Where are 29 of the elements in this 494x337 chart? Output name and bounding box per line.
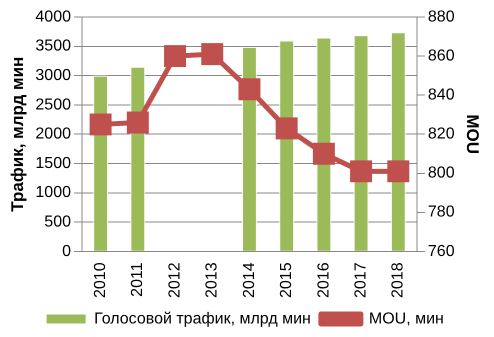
x-tick-label: 2012 (166, 262, 184, 298)
x-tick-label: 2013 (204, 262, 221, 298)
y-tick-label: 1500 (35, 154, 72, 172)
y-tick-label: 2500 (35, 96, 72, 114)
legend-label: MOU, мин (368, 310, 444, 328)
y2-tick-label: 880 (428, 8, 455, 26)
y2-tick-label: 820 (428, 126, 455, 143)
y2-tick-label: 800 (428, 164, 455, 182)
x-tick-label: 2010 (92, 262, 110, 298)
x-tick-label: 2018 (390, 262, 407, 298)
y2-tick-label: 760 (428, 242, 455, 260)
y-axis-title: Трафик, млрд мин (8, 56, 27, 212)
y-tick-label: 2000 (35, 126, 72, 143)
y-tick-label: 3500 (35, 38, 72, 55)
y2-axis-title: MOU (463, 114, 482, 154)
y2-tick-label: 780 (428, 204, 455, 221)
y-tick-label: 1000 (35, 184, 72, 202)
y2-tick-label: 860 (428, 47, 455, 64)
x-tick-label: 2017 (352, 262, 370, 298)
y-tick-label: 0 (62, 242, 72, 260)
x-tick-label: 2011 (129, 262, 146, 297)
x-tick-label: 2015 (278, 262, 296, 298)
y2-tick-label: 840 (428, 86, 455, 104)
legend-label: Голосовой трафик, млрд мин (94, 310, 311, 328)
x-tick-label: 2014 (240, 262, 258, 298)
y-tick-label: 3000 (35, 67, 72, 84)
y-tick-label: 500 (44, 214, 72, 231)
y-tick-label: 4000 (35, 8, 72, 26)
x-tick-label: 2016 (315, 262, 332, 298)
